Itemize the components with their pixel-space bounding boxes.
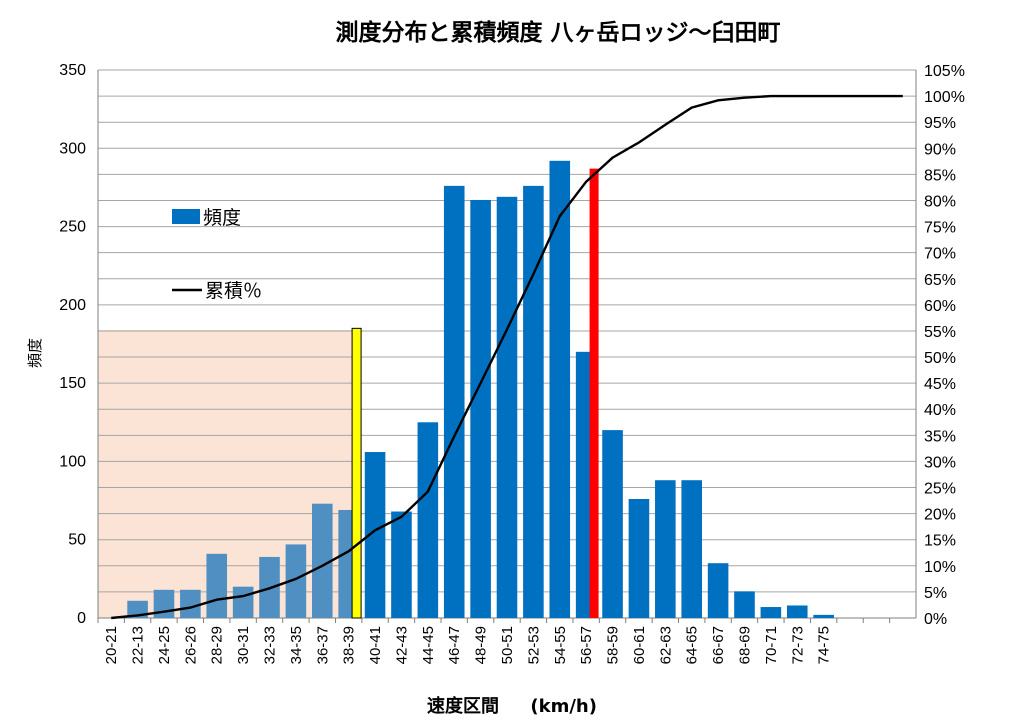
y-tick-label: 100	[59, 453, 86, 470]
y-tick-label: 50	[68, 532, 86, 549]
bar	[707, 563, 729, 618]
x-tick-label: 50-51	[499, 626, 516, 664]
y-tick-label: 150	[59, 375, 86, 392]
x-tick-label: 34-35	[288, 626, 305, 664]
y2-tick-label: 35%	[924, 428, 956, 445]
bar	[496, 196, 518, 618]
x-tick-label: 22-13	[130, 626, 147, 664]
y2-tick-label: 15%	[924, 533, 956, 550]
bar	[417, 422, 439, 618]
y2-tick-label: 65%	[924, 272, 956, 289]
x-tick-label: 38-39	[341, 626, 358, 664]
y2-tick-label: 25%	[924, 481, 956, 498]
x-axis-label: 速度区間 (km/h)	[427, 695, 597, 717]
x-tick-label: 46-47	[446, 626, 463, 664]
yellow-marker	[351, 327, 362, 619]
y2-tick-label: 45%	[924, 376, 956, 393]
y2-tick-label: 85%	[924, 167, 956, 184]
x-tick-label: 42-43	[393, 626, 410, 664]
x-tick-label: 58-59	[605, 626, 622, 664]
x-axis-ticks: 20-21 22-13 24-25 26-26 28-29 30-31 32-33 34-35…	[97, 618, 891, 664]
bar	[655, 480, 676, 618]
y-tick-label: 0	[77, 610, 86, 627]
bar	[364, 452, 386, 618]
y2-tick-label: 80%	[924, 193, 956, 210]
x-tick-label: 40-41	[367, 626, 384, 664]
bar	[311, 503, 333, 618]
y2-tick-label: 5%	[924, 585, 947, 602]
bar	[549, 160, 571, 618]
y2-tick-label: 70%	[924, 246, 956, 263]
bar	[285, 544, 307, 618]
y2-tick-label: 20%	[924, 507, 956, 524]
y-axis-label: 頻度	[26, 338, 44, 368]
y2-tick-label: 60%	[924, 298, 956, 315]
x-tick-label: 28-29	[209, 626, 226, 664]
y2-tick-label: 0%	[924, 611, 947, 628]
x-tick-label: 24-25	[156, 626, 173, 664]
y-tick-label: 200	[59, 297, 86, 314]
x-tick-label: 26-26	[182, 626, 199, 664]
y-tick-label: 250	[59, 219, 86, 236]
y-tick-label: 350	[59, 62, 86, 79]
bar	[786, 605, 808, 618]
bar	[180, 589, 201, 618]
x-tick-label: 60-61	[631, 626, 648, 664]
x-tick-label: 44-45	[420, 626, 437, 664]
y2-tick-label: 90%	[924, 141, 956, 158]
legend-bar-swatch	[172, 209, 200, 224]
cumulative-line	[111, 94, 903, 620]
y2-tick-label: 100%	[924, 89, 965, 106]
bar	[391, 511, 412, 618]
y2-tick-label: 40%	[924, 402, 956, 419]
x-tick-label: 52-53	[525, 626, 542, 664]
bar	[760, 607, 782, 618]
bar	[206, 553, 228, 618]
x-tick-label: 30-31	[235, 626, 252, 664]
x-tick-label: 20-21	[103, 626, 120, 664]
x-tick-label: 66-67	[710, 626, 727, 664]
x-tick-label: 32-33	[262, 626, 279, 664]
chart-title: 測度分布と累積頻度 八ヶ岳ロッジ～臼田町	[335, 19, 780, 46]
legend-bar-label: 頻度	[203, 207, 241, 229]
x-tick-label: 54-55	[552, 626, 569, 664]
y-tick-label: 300	[59, 140, 86, 157]
y2-tick-label: 30%	[924, 454, 956, 471]
x-tick-label: 68-69	[736, 626, 753, 664]
bar	[734, 591, 755, 618]
bar	[523, 185, 544, 618]
x-tick-label: 74-75	[816, 626, 833, 664]
bar	[232, 586, 254, 618]
legend: 頻度 累積％	[172, 207, 262, 302]
bar	[602, 430, 623, 618]
y2-tick-label: 105%	[924, 63, 965, 80]
y2-tick-label: 55%	[924, 324, 956, 341]
marker-bars	[351, 168, 599, 619]
x-tick-label: 36-37	[314, 626, 331, 664]
y2-tick-label: 50%	[924, 350, 956, 367]
y2-tick-label: 10%	[924, 559, 956, 576]
bar	[443, 185, 465, 618]
x-tick-label: 48-49	[473, 626, 490, 664]
y2-tick-label: 75%	[924, 220, 956, 237]
bar	[470, 199, 491, 618]
bar	[628, 499, 650, 618]
red-marker	[589, 168, 599, 618]
y2-axis-ticks: 0% 5% 10% 15% 20% 25% 30% 35% 40% 45% 50% 55% 60% 65%…	[924, 63, 965, 628]
legend-line-label: 累積％	[205, 280, 262, 302]
y2-tick-label: 95%	[924, 115, 956, 132]
y-axis-ticks: 0 50 100 150 200 250 300 350	[59, 62, 86, 627]
bar	[681, 480, 703, 618]
x-tick-label: 56-57	[578, 626, 595, 664]
bar	[813, 614, 834, 618]
x-tick-label: 62-63	[657, 626, 674, 664]
x-tick-label: 64-65	[684, 626, 701, 664]
x-tick-label: 72-73	[789, 626, 806, 664]
x-tick-label: 70-71	[763, 626, 780, 664]
